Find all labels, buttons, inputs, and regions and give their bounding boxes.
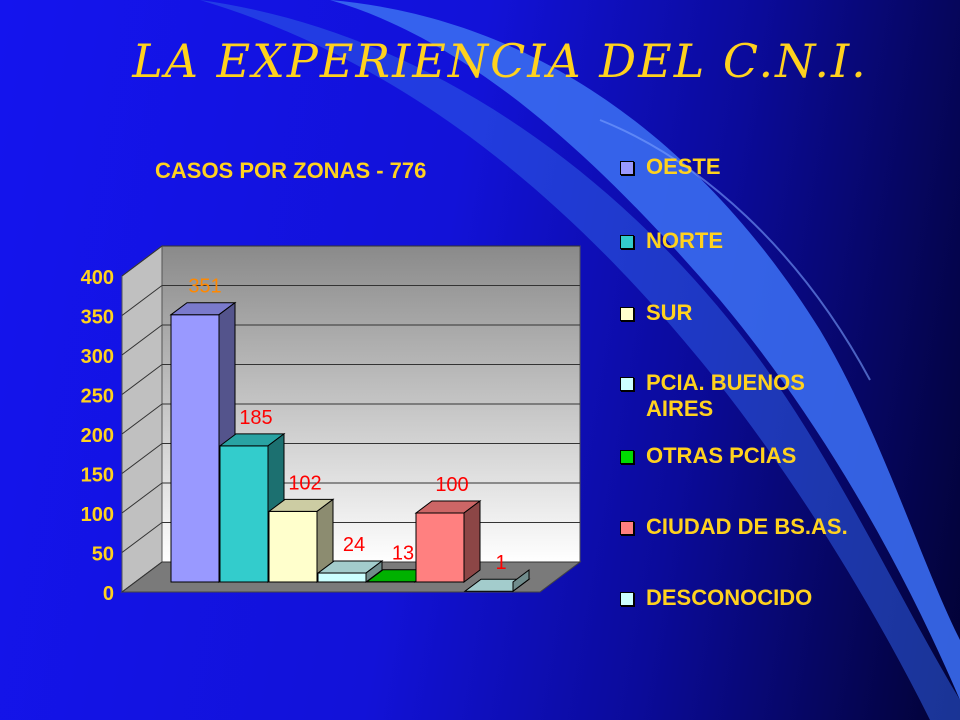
gridline-side (121, 245, 163, 277)
bar-side (512, 569, 530, 593)
gridline-side (121, 522, 163, 553)
legend-item: NORTE (620, 228, 866, 254)
gridline-side (121, 285, 163, 316)
legend-item: DESCONOCIDO (620, 585, 866, 611)
legend-label: CIUDAD DE BS.AS. (646, 514, 848, 539)
bar (415, 512, 465, 583)
data-label: 185 (239, 407, 272, 429)
legend-item: PCIA. BUENOS AIRES (620, 370, 866, 422)
legend-item: CIUDAD DE BS.AS. (620, 514, 866, 540)
gridline-side (121, 403, 163, 435)
legend-swatch (620, 450, 634, 464)
data-label: 100 (435, 474, 468, 496)
legend-label: PCIA. BUENOS AIRES (646, 370, 805, 421)
y-tick-label: 200 (81, 425, 114, 447)
legend-swatch (620, 161, 634, 175)
y-tick-label: 400 (81, 267, 114, 289)
bar (219, 445, 269, 583)
legend-swatch (620, 307, 634, 321)
y-tick-label: 100 (81, 504, 114, 526)
data-label: 102 (288, 472, 321, 494)
y-tick-label: 50 (92, 544, 114, 566)
bar (170, 314, 220, 583)
chart-legend: OESTE NORTE SUR PCIA. BUENOS AIRES OTRAS PCI… (620, 0, 950, 720)
legend-item: OESTE (620, 154, 866, 180)
legend-label: NORTE (646, 228, 723, 253)
slide-title: LA EXPERIENCIA DEL C.N.I. (132, 34, 868, 88)
y-tick-label: 0 (103, 583, 114, 605)
y-tick-label: 300 (81, 346, 114, 368)
y-tick-label: 250 (81, 386, 114, 408)
legend-swatch (620, 235, 634, 249)
y-tick-label: 150 (81, 465, 114, 487)
data-label: 24 (343, 534, 365, 556)
data-label: 351 (188, 276, 221, 298)
gridline-side (121, 324, 163, 356)
bar-side (463, 500, 481, 583)
legend-item: OTRAS PCIAS (620, 443, 866, 469)
legend-swatch (620, 592, 634, 606)
gridline-side (121, 364, 163, 395)
y-tick-label: 350 (81, 307, 114, 329)
chart-title: CASOS POR ZONAS - 776 (155, 158, 427, 183)
legend-label: SUR (646, 300, 693, 325)
legend-swatch (620, 521, 634, 535)
legend-label: DESCONOCIDO (646, 585, 813, 610)
bar (317, 572, 367, 583)
gridline-side (121, 561, 163, 593)
legend-label: OTRAS PCIAS (646, 443, 797, 468)
legend-swatch (620, 377, 634, 391)
data-label: 13 (392, 543, 414, 565)
bar (268, 510, 318, 583)
data-label: 1 (495, 552, 506, 574)
gridline-side (121, 482, 163, 514)
gridline-side (121, 443, 163, 474)
legend-item: SUR (620, 300, 866, 326)
legend-label: OESTE (646, 154, 721, 179)
